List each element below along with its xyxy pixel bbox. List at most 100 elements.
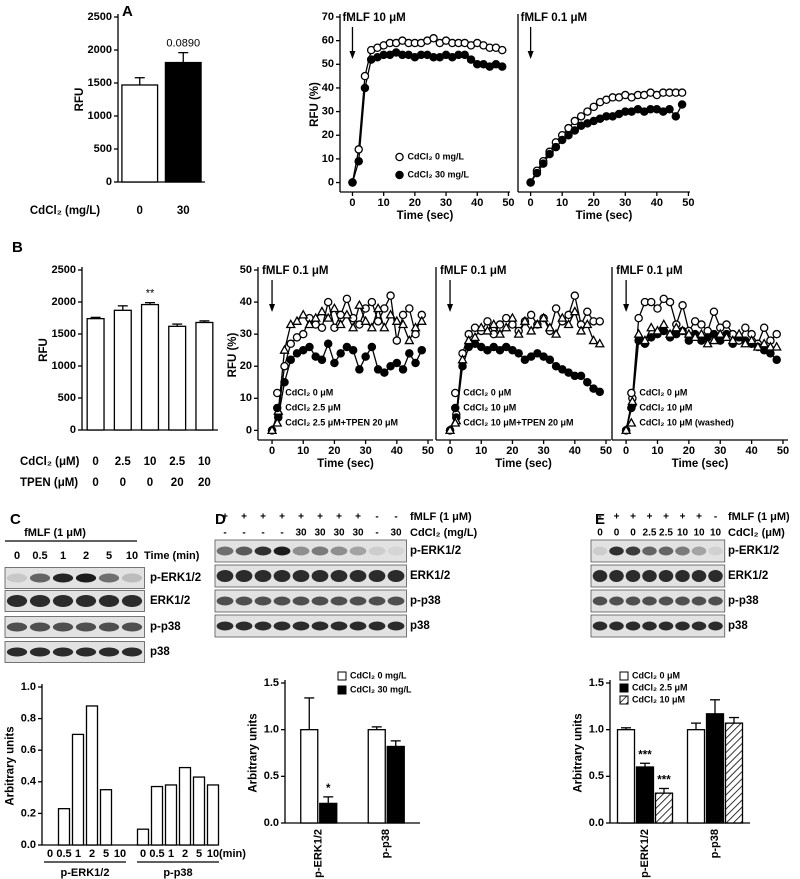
open-marker [677,88,687,97]
filled-marker [564,130,573,140]
open-marker [589,102,598,112]
blot-band [592,621,608,631]
y-tick-label: 0.4 [21,776,37,788]
blot-header: fMLF (1 μM) [24,527,86,539]
x-tick-label: 0 [92,456,98,468]
open-marker [576,112,586,121]
y-tick-label: 0.8 [21,713,36,725]
lane-label: - [714,512,717,523]
open-marker [411,329,420,339]
y-tick-label: 0.6 [21,744,36,756]
filled-marker [532,168,542,178]
open-marker [373,317,383,326]
open-marker [497,45,507,55]
triangle-marker [658,318,669,329]
blot-band [658,546,674,556]
open-marker [634,313,643,323]
x-tick-label: 40 [471,197,483,209]
triangle-marker [323,312,334,322]
legend-marker [626,417,637,427]
lane-label: + [298,512,304,523]
open-marker [678,301,687,310]
lane-label: 0.5 [32,550,47,562]
filled-marker [460,50,470,60]
blot-band [6,573,28,583]
blot-band [675,621,690,631]
legend-marker [450,417,461,427]
blot-band [349,596,367,606]
arrow-head [623,304,630,312]
filled-marker [595,387,605,397]
triangle-marker [372,302,384,313]
legend-marker [450,403,460,413]
open-marker [772,329,781,339]
y-tick-label: 2000 [52,296,76,308]
blot-band [330,621,348,631]
blot-band [52,647,74,657]
x-tick-label: 40 [569,445,581,457]
triangle-marker [501,322,512,332]
blot-band [6,595,28,607]
x-tick-label: 2.5 [115,456,132,468]
filled-marker [538,159,548,168]
blot-band [292,570,310,582]
y-tick-label: 0 [246,424,252,436]
open-marker [392,336,402,345]
x-tick-label: 10 [114,848,126,860]
y-tick-label: 50 [322,58,334,70]
triangle-marker [416,315,427,325]
bar [121,84,159,183]
blot-row-label: p38 [150,646,170,658]
open-marker [697,320,706,329]
lane-label: 2.5 [659,528,673,539]
lane-label: 10 [693,528,705,539]
blot-band [675,546,690,556]
open-marker [323,297,333,307]
blot-band [292,546,310,556]
y-axis-label: Arbitrary units [5,726,17,805]
y-tick-label: 50 [240,264,252,276]
x-tick-label: 40 [745,445,757,457]
x-tick-label: 1 [168,848,174,860]
lane-label: - [280,528,283,539]
triangle-marker [759,338,770,348]
open-marker [405,304,414,313]
blot-band [625,570,641,582]
blot-row-label: p-ERK1/2 [410,545,461,557]
x-axis-label: Time (sec) [576,210,633,222]
triangle-marker [310,312,321,322]
legend-swatch [337,671,347,681]
legend-marker [395,170,404,180]
blot-band [387,570,405,582]
y-tick-label: 1500 [88,77,112,89]
lane-label: 2.5 [643,528,657,539]
condition-label: CdCl₂ (mg/L) [410,527,478,539]
blot-band [642,570,657,582]
triangle-marker [385,309,396,319]
open-marker [709,307,719,316]
blot-band [29,622,51,632]
y-tick-label: 0.5 [589,770,604,782]
open-marker [570,291,580,300]
filled-marker [576,371,586,381]
blot-row-label: p-ERK1/2 [150,572,201,584]
x-tick-label: 10 [651,445,663,457]
y-tick-label: 1000 [52,360,76,372]
filled-marker [677,100,687,109]
row-label: CdCl₂ (μM) [20,456,80,468]
filled-marker [526,178,535,187]
bar [635,766,655,824]
bar [654,792,674,824]
group-label: p-p38 [163,867,192,879]
blot-band [235,546,253,556]
triangle-marker [733,328,745,338]
lane-label: 30 [314,528,326,539]
x-tick-label: 0 [120,477,126,489]
x-tick-label: 30 [619,197,631,209]
x-tick-label: p-ERK1/2 [639,829,651,878]
blot-band [6,622,28,632]
blot-band [254,570,272,582]
blot-strip [590,589,726,613]
legend-label: CdCl₂ 10 μM [639,402,692,412]
lane-label: + [241,512,247,523]
